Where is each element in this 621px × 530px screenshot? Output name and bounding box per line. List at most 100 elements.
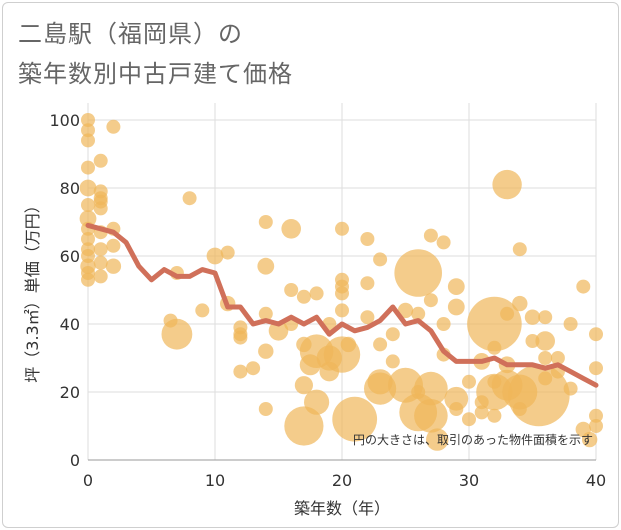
trend-line-series [85, 222, 599, 388]
data-bubble [360, 310, 375, 325]
y-axis-label: 坪（3.3㎡）単価（万円） [23, 197, 42, 382]
data-bubble [414, 399, 448, 433]
data-bubble [246, 361, 261, 376]
data-bubble [258, 402, 273, 416]
data-bubble [284, 283, 299, 297]
data-bubble [268, 321, 289, 341]
data-bubble [284, 406, 324, 446]
data-bubble [335, 221, 349, 236]
data-bubble [182, 191, 197, 206]
data-bubble [93, 255, 108, 270]
y-tick-label: 20 [60, 383, 80, 402]
data-bubble [373, 252, 388, 267]
data-bubble [340, 336, 357, 353]
data-bubble [233, 364, 248, 379]
data-bubble [538, 310, 553, 325]
axes: 0 10 20 30 40 0 20 40 60 80 100 [49, 111, 606, 490]
data-bubble [474, 405, 489, 420]
data-bubble [258, 343, 274, 359]
data-bubble [462, 412, 476, 427]
data-bubble [294, 376, 313, 395]
data-bubble [364, 372, 397, 405]
data-bubble [563, 317, 578, 331]
data-bubble [81, 232, 95, 246]
y-tick-label: 60 [60, 247, 80, 266]
data-bubble [538, 351, 553, 365]
bubble-size-note: 円の大きさは、取引のあった物件面積を示す [353, 432, 593, 447]
data-bubble [206, 247, 224, 265]
data-bubble [436, 317, 451, 331]
data-bubble [81, 113, 95, 127]
data-bubble [512, 295, 528, 312]
data-bubble [436, 235, 451, 250]
data-bubble [524, 309, 541, 325]
data-bubble [304, 389, 330, 415]
data-bubble [423, 228, 438, 243]
data-bubble [581, 431, 598, 448]
data-bubble [105, 258, 122, 274]
data-bubble [81, 160, 95, 175]
data-bubble [550, 351, 565, 365]
data-bubble [462, 374, 476, 389]
data-bubble [423, 293, 438, 308]
data-bubble [79, 210, 97, 228]
data-bubble [426, 428, 449, 451]
data-bubble [81, 272, 95, 287]
data-bubble [335, 286, 349, 301]
data-bubble [332, 396, 378, 442]
data-bubble [414, 371, 448, 406]
data-bubble [81, 198, 95, 212]
data-bubble [281, 219, 302, 239]
data-bubble [258, 306, 273, 321]
data-bubble [447, 278, 465, 295]
data-bubble [93, 269, 108, 284]
data-bubble [81, 133, 95, 148]
data-bubble [397, 302, 414, 319]
data-bubble [257, 257, 275, 275]
data-bubble [589, 408, 603, 423]
x-tick-label: 30 [459, 471, 479, 490]
data-bubble [309, 286, 324, 301]
bubble-series [79, 113, 603, 451]
data-bubble [487, 408, 502, 423]
data-bubble [535, 331, 555, 351]
data-bubble [106, 238, 121, 253]
data-bubble [449, 402, 464, 416]
y-tick-label: 0 [70, 451, 80, 470]
data-bubble [385, 354, 400, 369]
chart-title-line2: 築年数別中古戸建て価格 [18, 60, 293, 88]
data-bubble [500, 306, 515, 321]
y-tick-label: 40 [60, 315, 80, 334]
y-tick-label: 100 [49, 111, 80, 130]
x-tick-label: 20 [332, 471, 352, 490]
data-bubble [444, 386, 469, 411]
x-tick-label: 40 [586, 471, 606, 490]
data-bubble [106, 119, 121, 134]
x-tick-label: 0 [83, 471, 93, 490]
data-bubble [385, 327, 400, 342]
data-bubble [360, 232, 375, 246]
data-bubble [195, 303, 210, 318]
data-bubble [233, 330, 248, 345]
data-bubble [508, 364, 570, 427]
data-bubble [360, 276, 375, 291]
data-bubble [589, 419, 603, 433]
data-bubble [447, 298, 465, 316]
chart-title-line1: 二島駅（福岡県）の [18, 20, 243, 48]
x-tick-label: 10 [205, 471, 225, 490]
data-bubble [576, 279, 591, 294]
y-tick-label: 80 [60, 179, 80, 198]
data-bubble [93, 242, 108, 257]
data-bubble [258, 215, 273, 229]
data-bubble [79, 179, 97, 197]
data-bubble [220, 245, 235, 260]
trend-line [85, 222, 599, 388]
data-bubble [81, 123, 95, 138]
data-bubble [538, 371, 553, 386]
data-bubble [512, 242, 527, 257]
data-bubble [93, 201, 108, 216]
data-bubble [161, 318, 193, 350]
data-bubble [487, 340, 502, 355]
data-bubble [373, 337, 388, 352]
